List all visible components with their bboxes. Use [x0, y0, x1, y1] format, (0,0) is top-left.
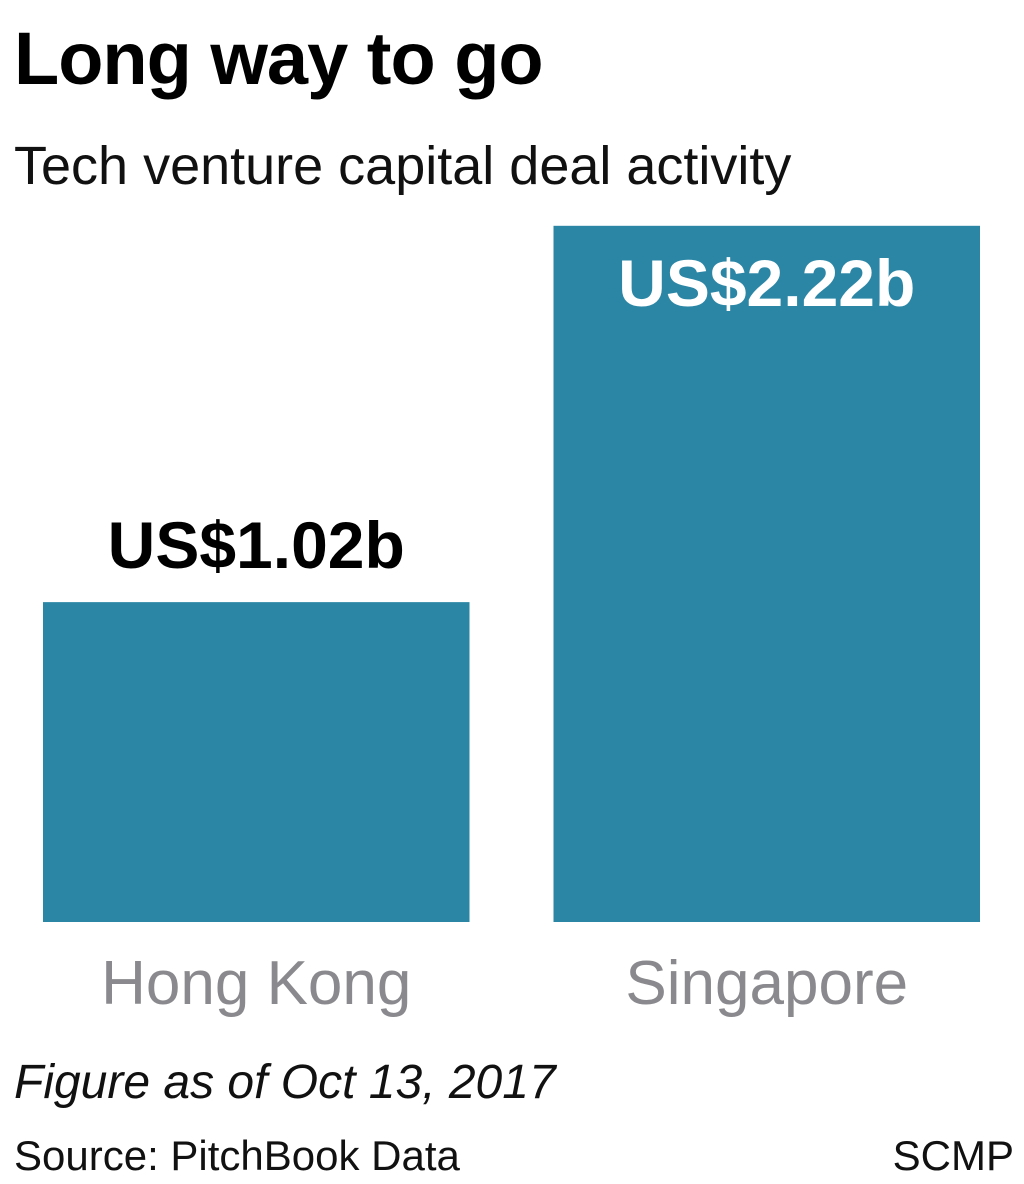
credit: SCMP [893, 1132, 1014, 1179]
bar [43, 602, 470, 922]
bar [553, 225, 980, 923]
value-label: US$1.02b [108, 508, 405, 582]
chart-title: Long way to go [14, 17, 543, 100]
note: Figure as of Oct 13, 2017 [14, 1056, 558, 1109]
x-tick-label: Hong Kong [101, 949, 411, 1018]
chart-subtitle: Tech venture capital deal activity [14, 136, 791, 196]
value-label: US$2.22b [618, 246, 915, 320]
source: Source: PitchBook Data [14, 1132, 461, 1179]
x-tick-label: Singapore [625, 949, 908, 1018]
